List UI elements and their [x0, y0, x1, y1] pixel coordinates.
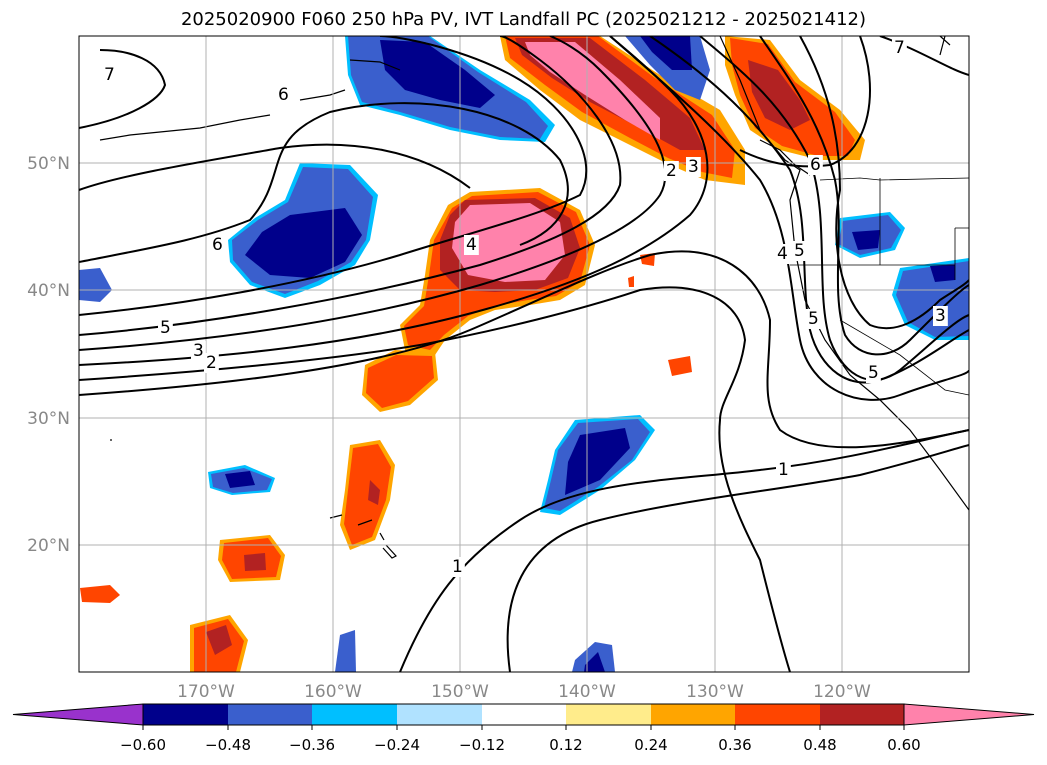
- colorbar-bin: [482, 704, 566, 725]
- contour-label: 7: [894, 38, 905, 58]
- contour-label: 4: [777, 244, 788, 264]
- contour-label-halo: [776, 460, 791, 480]
- colorbar: −0.60 −0.48 −0.36 −0.24 −0.12 0.12 0.24 …: [12, 703, 1035, 754]
- colorbar-under: [12, 703, 144, 726]
- contour-label: 4: [466, 235, 477, 255]
- contour-label-halo: [808, 155, 823, 175]
- lon-label: 160°W: [304, 682, 362, 702]
- colorbar-tick-label: 0.60: [887, 736, 920, 754]
- colorbar-tick-label: −0.24: [374, 736, 420, 754]
- contour-label-halo: [792, 241, 807, 261]
- colorbar-tick-label: −0.60: [120, 736, 166, 754]
- contour-label-halo: [806, 309, 821, 329]
- contour-label-halo: [204, 353, 219, 373]
- contour-label-halo: [933, 306, 948, 326]
- lon-label: 150°W: [431, 682, 489, 702]
- colorbar-tick-label: 0.48: [803, 736, 836, 754]
- contour-label-halo: [866, 363, 881, 383]
- contour-label: 6: [212, 235, 223, 255]
- colorbar-tick-label: 0.24: [634, 736, 667, 754]
- colorbar-tick-label: −0.12: [459, 736, 505, 754]
- contour-label-halo: [210, 235, 225, 255]
- contour-label: 5: [794, 241, 805, 261]
- colorbar-bin: [566, 704, 651, 725]
- lon-label: 170°W: [177, 682, 235, 702]
- lat-label: 30°N: [27, 409, 70, 429]
- colorbar-bin: [651, 704, 735, 725]
- latitude-labels: 50°N 40°N 30°N 20°N: [27, 154, 70, 556]
- contour-label: 3: [193, 341, 204, 361]
- colorbar-bin: [820, 704, 904, 725]
- lat-label: 50°N: [27, 154, 70, 174]
- contour-label-halo: [464, 235, 479, 255]
- contour-label-halo: [450, 557, 465, 577]
- colorbar-bin: [143, 704, 228, 725]
- contour-label-halo: [892, 38, 907, 58]
- colorbar-tick-label: 0.36: [718, 736, 751, 754]
- contour-label: 1: [452, 557, 463, 577]
- contour-label: 5: [868, 363, 879, 383]
- map-title: 2025020900 F060 250 hPa PV, IVT Landfall…: [180, 9, 867, 30]
- contour-label: 7: [104, 65, 115, 85]
- contour-label-halo: [664, 161, 679, 181]
- contour-label-halo: [686, 157, 701, 177]
- contour-label-halo: [775, 244, 790, 264]
- colorbar-tick-label: −0.36: [289, 736, 335, 754]
- colorbar-bin: [228, 704, 312, 725]
- contour-label: 2: [666, 161, 677, 181]
- lat-label: 40°N: [27, 281, 70, 301]
- contour-label-halo: [191, 341, 206, 361]
- lon-label: 140°W: [558, 682, 616, 702]
- lon-label: 120°W: [813, 682, 871, 702]
- map-frame: [78, 35, 970, 673]
- colorbar-over: [903, 703, 1035, 726]
- colorbar-bin: [312, 704, 397, 725]
- contour-label: 6: [810, 155, 821, 175]
- contour-label: 3: [935, 306, 946, 326]
- contour-label: 2: [206, 353, 217, 373]
- contour-label: 5: [808, 309, 819, 329]
- contour-label: 6: [278, 85, 289, 105]
- longitude-labels: 170°W 160°W 150°W 140°W 130°W 120°W: [177, 682, 871, 702]
- contour-label: 5: [160, 318, 171, 338]
- colorbar-tick-label: 0.12: [549, 736, 582, 754]
- contour-label: 1: [778, 460, 789, 480]
- contour-label-halo: [102, 65, 117, 85]
- contour-label-halo: [158, 318, 173, 338]
- colorbar-bin: [735, 704, 820, 725]
- ivt-contours: [79, 36, 969, 672]
- lon-label: 130°W: [686, 682, 744, 702]
- lat-label: 20°N: [27, 536, 70, 556]
- contour-label-halo: [276, 85, 291, 105]
- colorbar-bin: [397, 704, 482, 725]
- contour-label: 3: [688, 157, 699, 177]
- colorbar-tick-label: −0.48: [205, 736, 251, 754]
- contour-labels: 7 6 6 5 3 2 4 2 3 6 7 4 5 5 3 5 1 1: [102, 38, 948, 577]
